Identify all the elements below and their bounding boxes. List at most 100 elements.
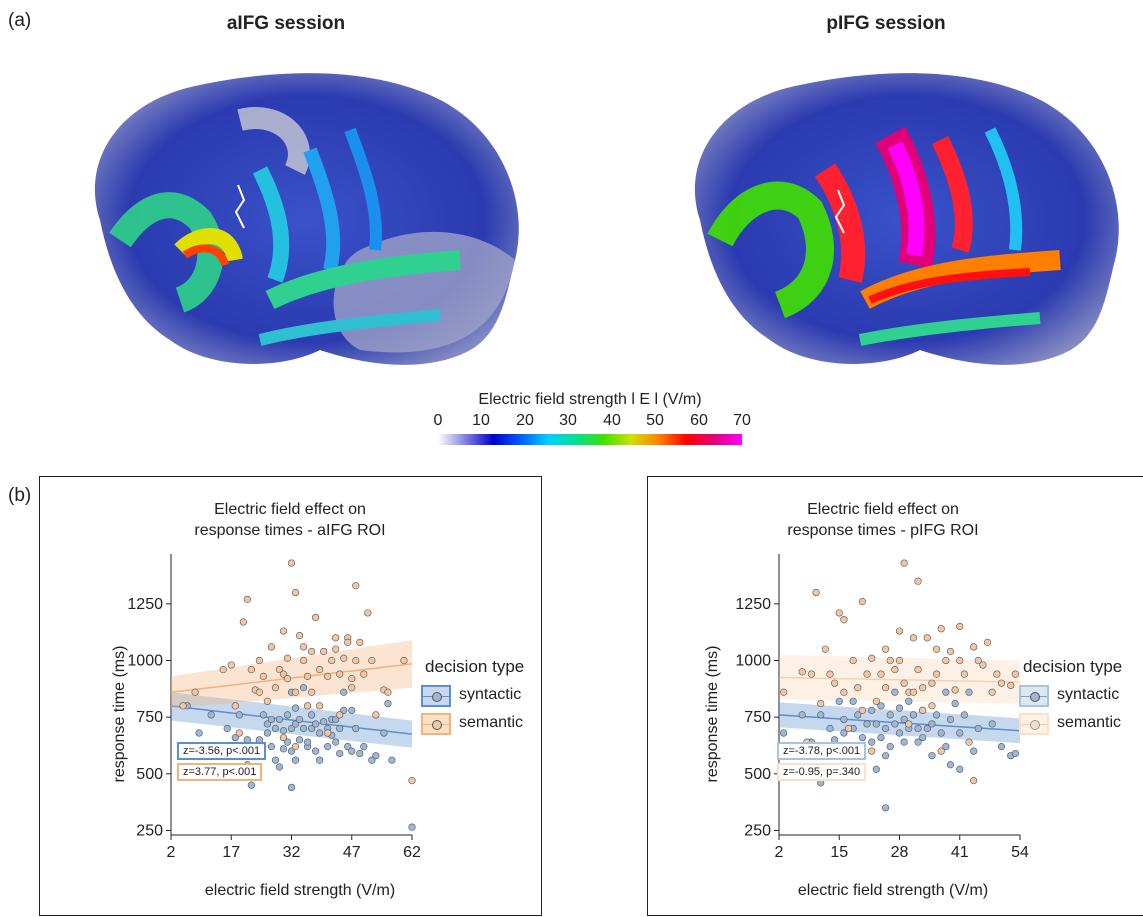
semantic-data-point (835, 609, 843, 617)
syntactic-data-point (881, 752, 890, 760)
semantic-data-point (307, 688, 316, 696)
semantic-data-point (352, 582, 360, 590)
semantic-data-point (191, 688, 199, 696)
semantic-confidence-band (171, 640, 412, 709)
legend-syntactic-swatch (1019, 685, 1049, 707)
colorbar-tick: 30 (559, 412, 577, 429)
pifg-plot-title-line2: response times - pIFG ROI (787, 522, 979, 539)
legend-semantic-label: semantic (1057, 714, 1122, 731)
syntactic-data-point (336, 749, 344, 758)
semantic-data-point (320, 647, 328, 656)
semantic-data-point (384, 688, 392, 696)
semantic-data-point (858, 597, 867, 606)
aifg-semantic-stat: z=3.77, p<.001 (177, 763, 263, 781)
semantic-data-point (291, 743, 300, 751)
syntactic-data-point (356, 749, 364, 758)
semantic-data-point (336, 670, 344, 678)
semantic-data-point (807, 670, 816, 678)
syntactic-data-point (372, 752, 380, 760)
semantic-data-point (263, 697, 271, 705)
semantic-data-point (307, 647, 316, 656)
syntactic-data-point (348, 706, 356, 714)
syntactic-data-point (891, 688, 899, 696)
semantic-data-point (231, 702, 239, 710)
semantic-data-point (283, 654, 292, 662)
semantic-data-point (299, 656, 308, 665)
semantic-data-point (303, 702, 312, 710)
syntactic-data-point (195, 729, 203, 737)
semantic-data-point (259, 672, 267, 680)
semantic-data-point (970, 777, 978, 785)
semantic-data-point (854, 684, 862, 692)
syntactic-data-point (909, 711, 918, 719)
syntactic-data-point (974, 724, 982, 733)
semantic-data-point (840, 616, 848, 624)
x-tick-label: 15 (830, 844, 848, 861)
syntactic-data-point (340, 706, 348, 714)
aifg-legend: syntactic semantic (421, 685, 531, 741)
syntactic-data-point (970, 747, 978, 755)
syntactic-data-point (872, 765, 880, 773)
semantic-data-point (780, 688, 788, 696)
panel-a-label: (a) (8, 10, 32, 31)
syntactic-data-point (320, 718, 328, 726)
syntactic-data-point (316, 756, 324, 764)
semantic-data-point (219, 665, 227, 674)
legend-semantic-swatch (421, 713, 451, 735)
semantic-data-point (956, 622, 964, 631)
semantic-data-point (348, 684, 356, 692)
syntactic-data-point (271, 756, 280, 764)
legend-syntactic-label: syntactic (1057, 686, 1120, 703)
pifg-ylabel: response time (ms) (704, 645, 721, 783)
syntactic-data-point (299, 724, 308, 733)
semantic-data-point (858, 706, 867, 714)
semantic-data-point (243, 595, 251, 603)
syntactic-data-point (946, 761, 955, 769)
y-tick-label: 1000 (127, 653, 163, 670)
semantic-data-point (988, 688, 996, 696)
semantic-data-point (891, 665, 899, 674)
colorbar-tick: 50 (646, 412, 664, 429)
semantic-data-point (340, 654, 348, 662)
semantic-data-point (895, 627, 904, 635)
colorbar-tick: 60 (690, 412, 708, 429)
semantic-data-point (1007, 681, 1015, 690)
semantic-data-point (965, 738, 973, 746)
panel-b-label: (b) (8, 485, 32, 506)
semantic-data-point (356, 638, 364, 646)
legend-semantic-swatch (1019, 713, 1049, 735)
semantic-data-point (900, 679, 908, 687)
syntactic-data-point (336, 724, 344, 733)
syntactic-data-point (877, 702, 885, 710)
semantic-data-point (299, 643, 308, 651)
semantic-data-point (408, 777, 416, 785)
syntactic-data-point (988, 720, 996, 728)
syntactic-data-point (332, 715, 340, 724)
syntactic-data-point (291, 756, 300, 764)
colorbar-tick: 0 (433, 412, 443, 429)
semantic-data-point (255, 656, 263, 665)
syntactic-data-point (881, 804, 890, 812)
syntactic-data-point (868, 706, 876, 714)
syntactic-data-point (835, 697, 843, 705)
syntactic-data-point (840, 715, 848, 724)
semantic-data-point (336, 711, 344, 719)
syntactic-data-point (344, 743, 352, 751)
aifg-plot-frame: Electric field effect on response times … (39, 476, 542, 916)
syntactic-data-point (283, 738, 292, 746)
syntactic-data-point (937, 729, 945, 737)
syntactic-data-point (956, 729, 964, 737)
x-tick-label: 28 (891, 844, 909, 861)
syntactic-data-point (316, 729, 324, 737)
x-tick-label: 32 (283, 844, 301, 861)
syntactic-data-point (263, 720, 271, 728)
aifg-legend-title: decision type (425, 657, 525, 676)
y-tick-label: 500 (744, 766, 771, 783)
semantic-data-point (993, 670, 1001, 678)
semantic-data-point (956, 656, 964, 665)
semantic-data-point (821, 645, 829, 653)
syntactic-data-point (384, 699, 392, 708)
pifg-plot-title-line1: Electric field effect on (807, 501, 959, 518)
syntactic-data-point (965, 688, 973, 696)
semantic-data-point (1011, 670, 1019, 678)
